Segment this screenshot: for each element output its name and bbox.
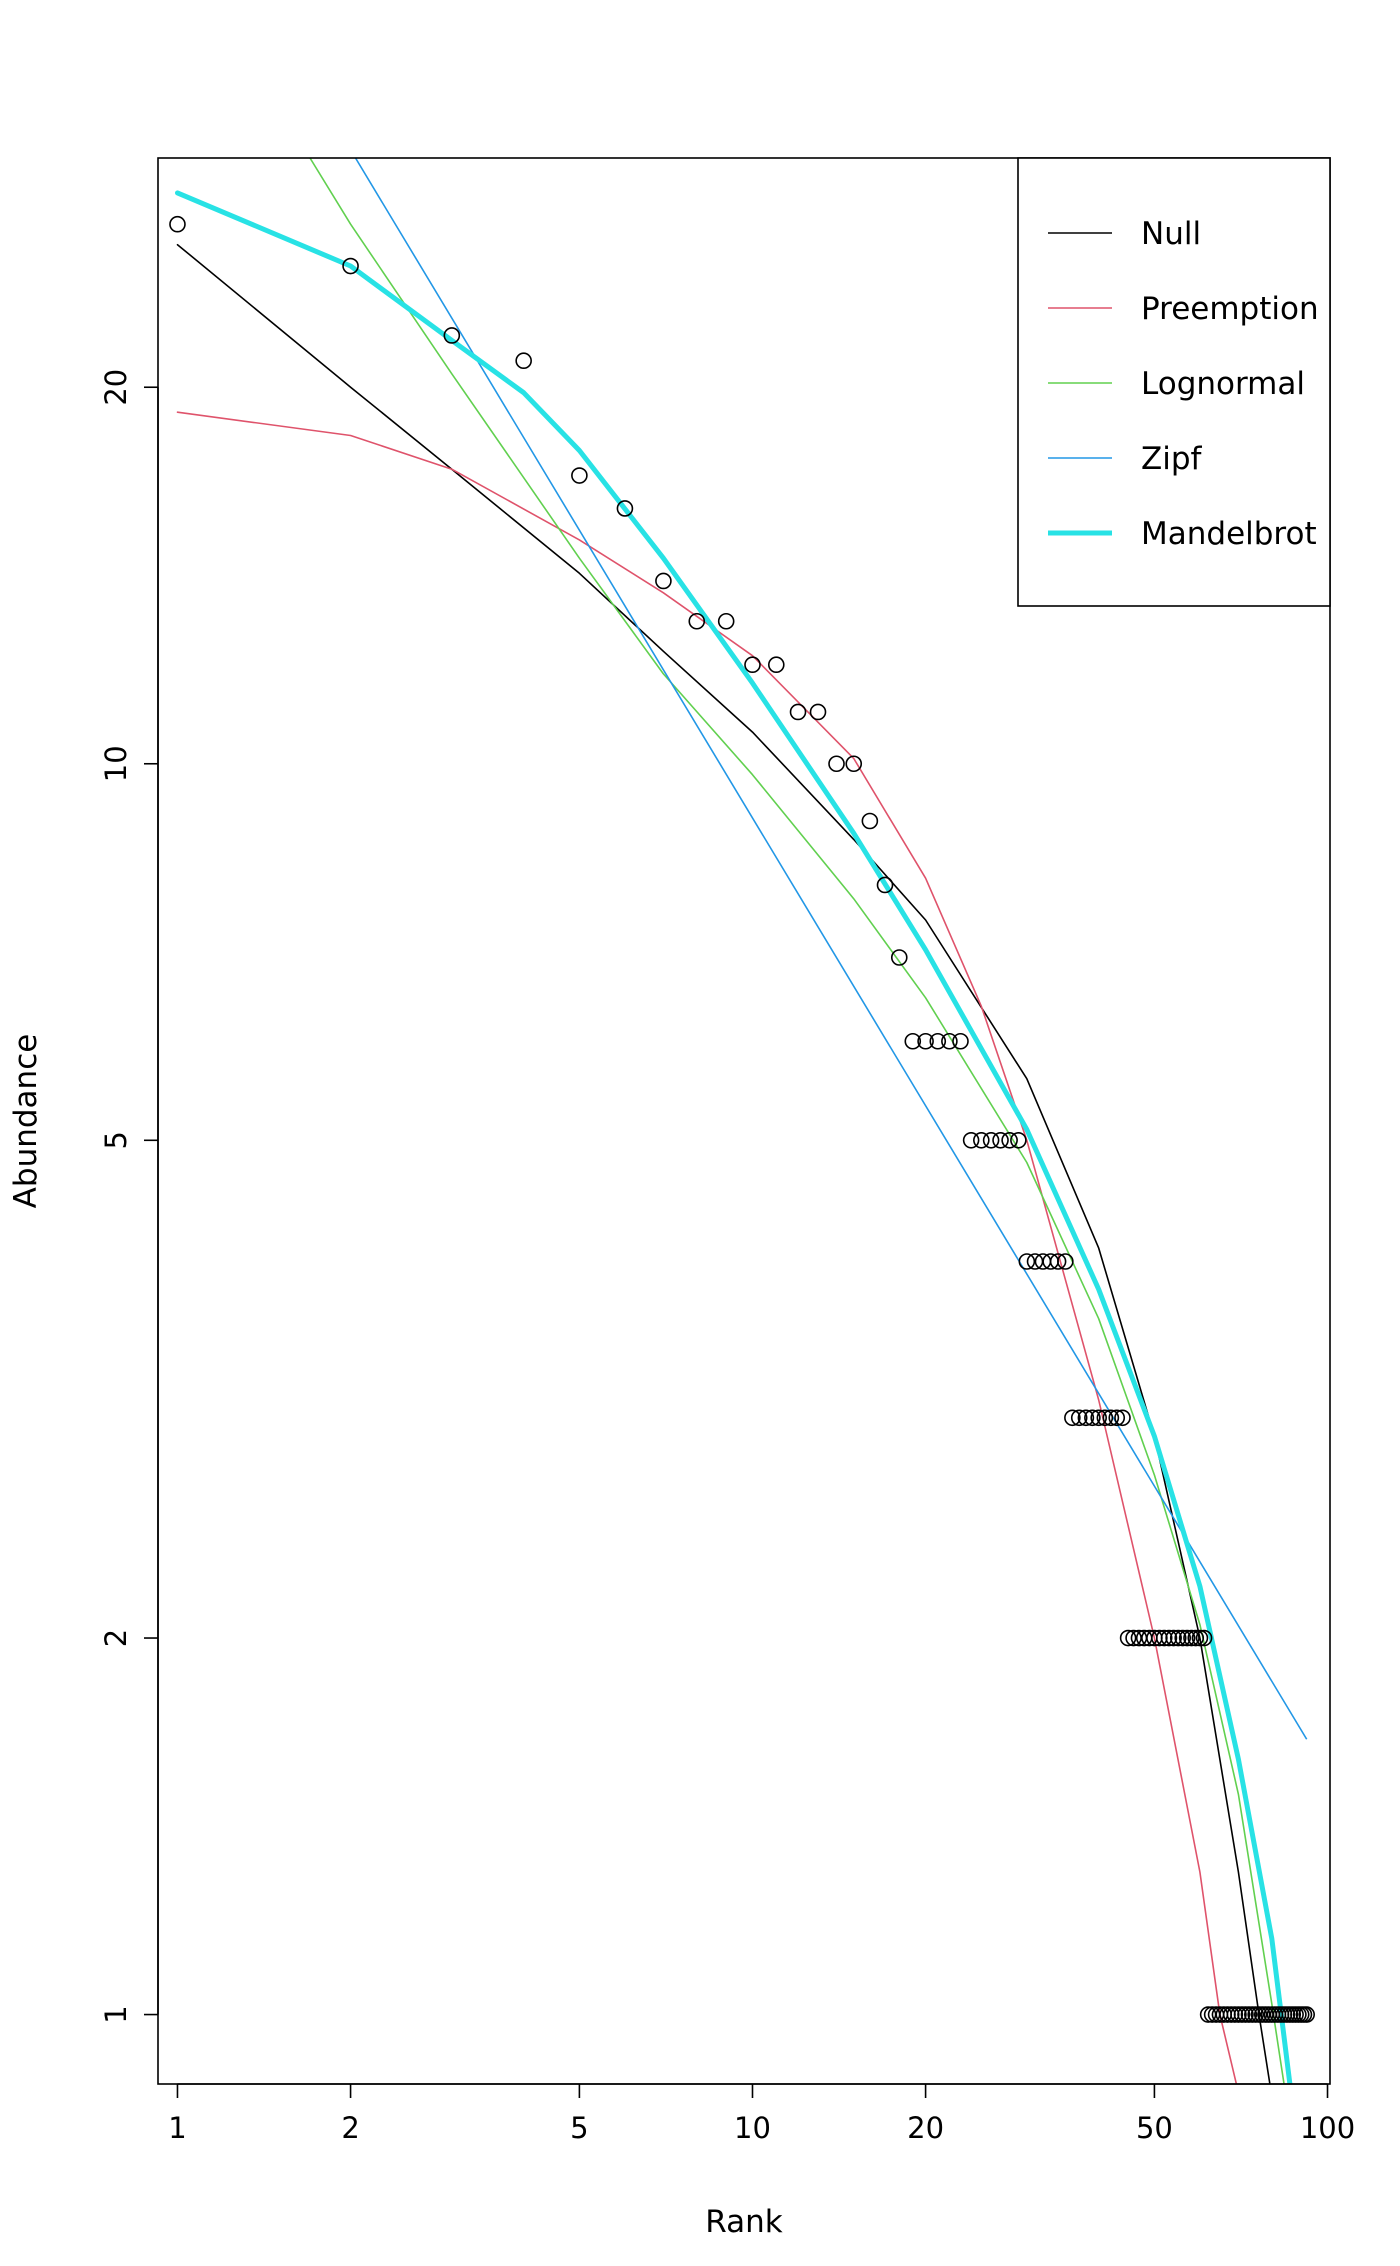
observed-point (828, 755, 845, 773)
observed-point (809, 703, 827, 721)
observed-point (962, 1131, 980, 1149)
y-tick-label: 5 (99, 1131, 133, 1149)
legend-label-preemption: Preemption (1141, 291, 1319, 327)
observed-point (1191, 1629, 1209, 1647)
observed-point (717, 612, 735, 630)
series-line-null (176, 243, 1271, 2084)
y-tick-label: 20 (99, 369, 133, 406)
observed-point (1096, 1409, 1114, 1427)
observed-point (1174, 1629, 1192, 1647)
observed-point (845, 755, 863, 773)
observed-point (1119, 1629, 1137, 1647)
observed-point (1169, 1629, 1187, 1647)
observed-point (1195, 1629, 1213, 1647)
observed-point (571, 467, 588, 484)
observed-point (1010, 1131, 1027, 1149)
observed-point (1018, 1253, 1036, 1270)
legend-label-zipf: Zipf (1141, 441, 1203, 477)
observed-point (1077, 1409, 1095, 1427)
observed-point (688, 612, 706, 630)
observed-point (789, 703, 807, 721)
legend-label-lognormal: Lognormal (1141, 366, 1305, 402)
observed-point (1001, 1131, 1018, 1149)
observed-point (1298, 2006, 1315, 2023)
observed-point (342, 257, 359, 275)
observed-point (655, 572, 672, 590)
observed-point (861, 812, 879, 830)
y-tick-label: 1 (99, 2005, 133, 2023)
series-layer (175, 158, 1308, 2084)
observed-point (1114, 1409, 1131, 1427)
observed-point (1084, 1409, 1101, 1427)
observed-point (917, 1032, 934, 1050)
observed-point (767, 656, 785, 674)
observed-point (952, 1032, 969, 1050)
y-axis: 1 2 5 10 20 (99, 369, 159, 2024)
series-line-lognormal (309, 158, 1285, 2084)
observed-point (1187, 1629, 1205, 1647)
observed-point (443, 327, 461, 344)
observed-point (1178, 1629, 1196, 1647)
y-tick-label: 2 (99, 1629, 133, 1647)
y-axis-title: Abundance (8, 1034, 44, 1209)
x-tick-label: 2 (341, 2111, 359, 2145)
observed-point (1049, 1253, 1067, 1270)
observed-point (1057, 1253, 1074, 1270)
observed-point (1160, 1629, 1178, 1647)
x-tick-label: 100 (1300, 2111, 1355, 2145)
x-tick-label: 10 (734, 2111, 771, 2145)
observed-point (1183, 1629, 1200, 1647)
observed-point (992, 1131, 1009, 1149)
x-axis-title: Rank (705, 2204, 783, 2240)
observed-point (616, 500, 634, 517)
observed-point (1102, 1409, 1120, 1427)
observed-point (744, 656, 761, 674)
legend: Null Preemption Lognormal Zipf Mandelbrot (1017, 157, 1331, 607)
x-tick-label: 50 (1136, 2111, 1173, 2145)
observed-point (1108, 1409, 1126, 1427)
observed-point (169, 215, 186, 233)
observed-points (169, 215, 1315, 2023)
series-line-preemption (176, 411, 1238, 2084)
observed-point (515, 352, 532, 370)
observed-point (890, 949, 908, 966)
observed-point (1070, 1409, 1088, 1427)
y-tick-label: 10 (99, 745, 133, 782)
observed-point (1064, 1409, 1081, 1427)
series-line-zipf (354, 158, 1308, 1740)
observed-point (1155, 1629, 1173, 1647)
legend-label-null: Null (1141, 216, 1201, 252)
observed-point (1226, 2006, 1244, 2023)
x-tick-label: 20 (907, 2111, 944, 2145)
observed-point (1165, 1629, 1182, 1647)
observed-point (1090, 1409, 1107, 1427)
legend-label-mandelbrot: Mandelbrot (1141, 516, 1317, 552)
observed-point (904, 1032, 922, 1050)
x-tick-label: 5 (570, 2111, 588, 2145)
observed-point (929, 1032, 947, 1050)
x-axis: 1 2 5 10 20 50 100 (168, 2083, 1355, 2145)
observed-point (941, 1032, 958, 1050)
observed-point (876, 876, 894, 894)
observed-point (973, 1131, 990, 1149)
x-tick-label: 1 (168, 2111, 186, 2145)
observed-point (982, 1131, 1000, 1149)
